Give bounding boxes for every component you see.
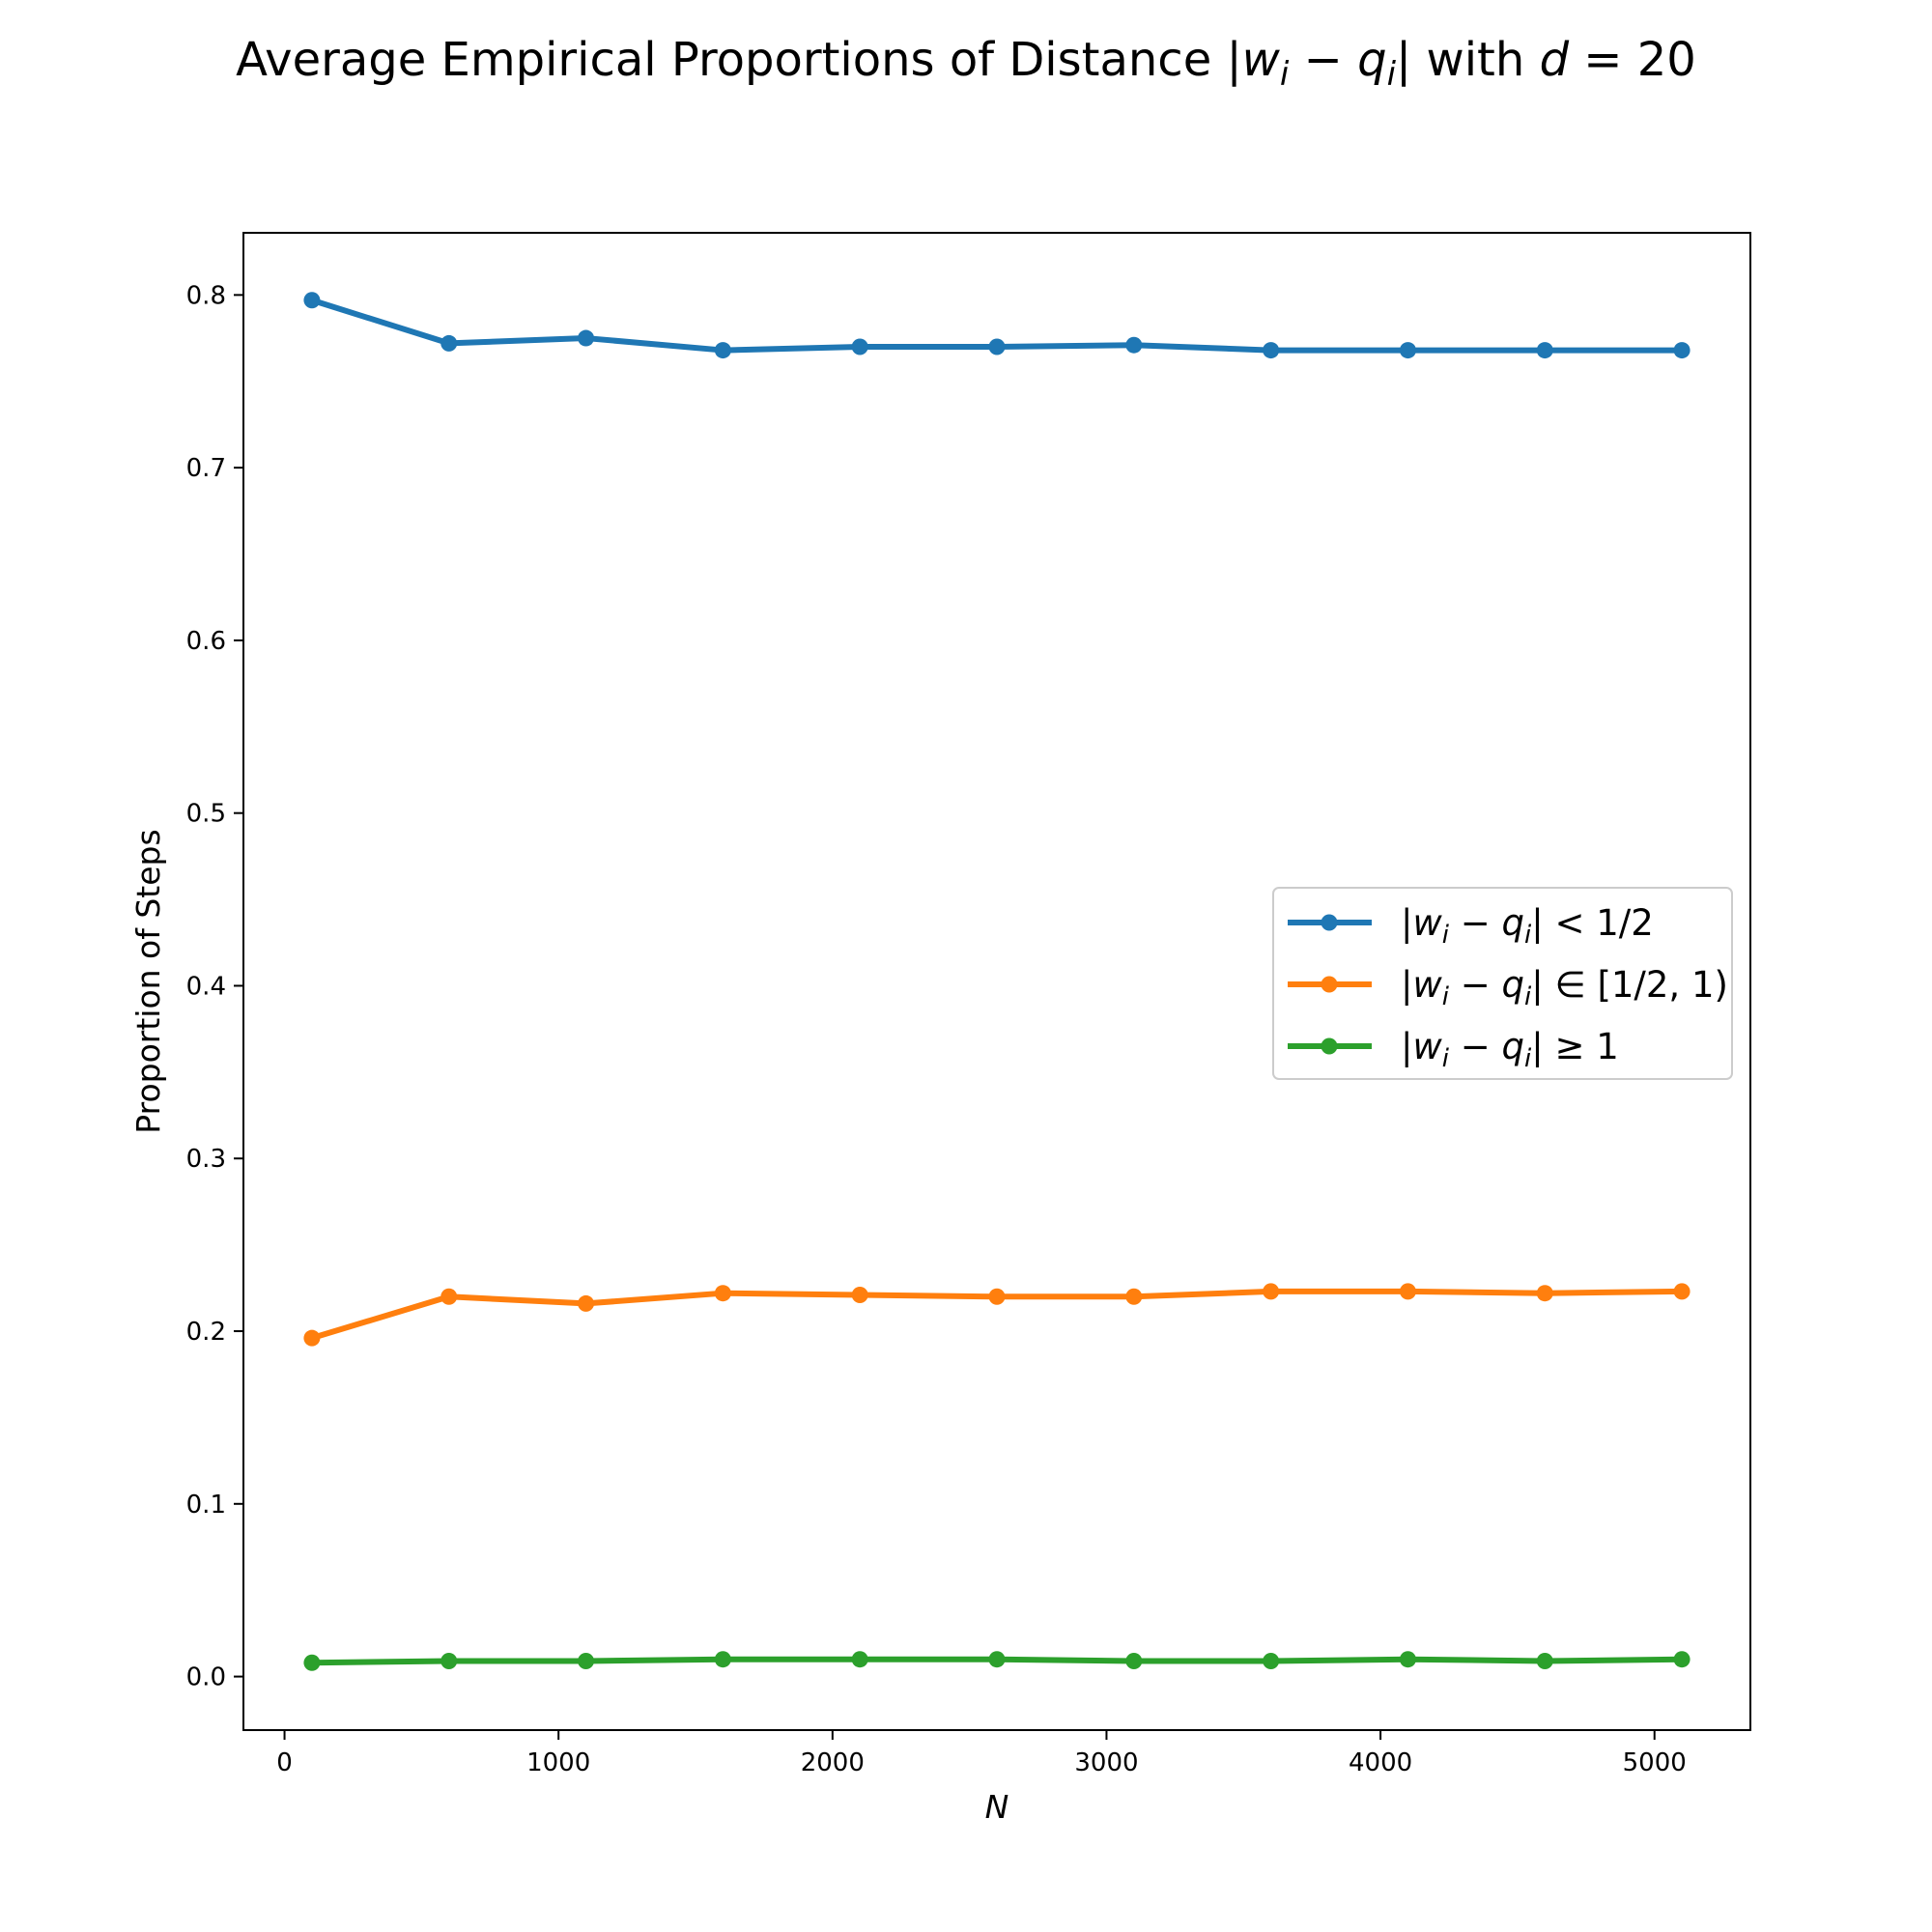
legend-label-0: |wi − qi| < 1/2	[1401, 902, 1654, 950]
legend-marker-2	[1321, 1037, 1338, 1055]
data-point	[1673, 342, 1690, 359]
data-point	[988, 1288, 1006, 1305]
y-tick-label: 0.6	[186, 627, 226, 656]
data-point	[303, 1329, 321, 1347]
y-tick-label: 0.8	[186, 281, 226, 310]
plot-frame	[242, 232, 1751, 1731]
data-point	[1399, 342, 1416, 359]
x-tick-label: 4000	[1349, 1748, 1412, 1777]
data-point	[1125, 336, 1143, 354]
data-point	[1399, 1651, 1416, 1668]
y-axis: 0.0 0.1 0.2 0.3 0.4 0.5 0.6 0.7 0.8	[186, 281, 243, 1692]
data-point	[578, 1652, 595, 1669]
data-point	[440, 1652, 458, 1669]
x-tick-label: 2000	[801, 1748, 865, 1777]
data-point	[1399, 1283, 1416, 1300]
data-point	[1125, 1288, 1143, 1305]
data-point	[1536, 1285, 1553, 1302]
data-point	[851, 1286, 868, 1303]
legend-box	[1272, 887, 1733, 1080]
data-point	[440, 1288, 458, 1305]
data-point	[1673, 1283, 1690, 1300]
y-tick-label: 0.1	[186, 1491, 226, 1520]
data-point	[1673, 1651, 1690, 1668]
data-point	[440, 334, 458, 352]
legend-label-1: |wi − qi| ∈ [1/2, 1)	[1401, 964, 1728, 1011]
data-point	[578, 329, 595, 347]
data-point	[1125, 1652, 1143, 1669]
chart-title: Average Empirical Proportions of Distanc…	[236, 33, 1696, 94]
x-tick-label: 1000	[526, 1748, 590, 1777]
data-point	[988, 1651, 1006, 1668]
data-point	[851, 338, 868, 355]
y-tick-label: 0.7	[186, 454, 226, 483]
data-point	[714, 1651, 731, 1668]
legend-label-2: |wi − qi| ≥ 1	[1401, 1026, 1619, 1073]
data-point	[303, 292, 321, 309]
y-tick-label: 0.4	[186, 972, 226, 1001]
x-tick-label: 0	[276, 1748, 293, 1777]
data-point	[1263, 1652, 1280, 1669]
data-point	[988, 338, 1006, 355]
data-point	[578, 1294, 595, 1312]
x-axis: 0 1000 2000 3000 4000 5000	[276, 1730, 1687, 1777]
data-point	[303, 1654, 321, 1671]
series-layer	[303, 292, 1690, 1671]
legend-marker-0	[1321, 914, 1338, 931]
y-tick-label: 0.3	[186, 1145, 226, 1174]
y-tick-label: 0.2	[186, 1318, 226, 1347]
data-point	[851, 1651, 868, 1668]
data-point	[1536, 342, 1553, 359]
data-point	[1263, 342, 1280, 359]
data-point	[1536, 1652, 1553, 1669]
data-point	[714, 1285, 731, 1302]
legend: |wi − qi| < 1/2 |wi − qi| ∈ [1/2, 1) |wi −…	[1272, 887, 1733, 1080]
data-point	[714, 342, 731, 359]
x-tick-label: 5000	[1623, 1748, 1687, 1777]
data-point	[1263, 1283, 1280, 1300]
y-tick-label: 0.5	[186, 800, 226, 829]
x-tick-label: 3000	[1074, 1748, 1138, 1777]
legend-marker-1	[1321, 976, 1338, 993]
y-axis-label: Proportion of Steps	[129, 829, 167, 1133]
y-tick-label: 0.0	[186, 1663, 226, 1692]
x-axis-label: N	[985, 1788, 1009, 1826]
